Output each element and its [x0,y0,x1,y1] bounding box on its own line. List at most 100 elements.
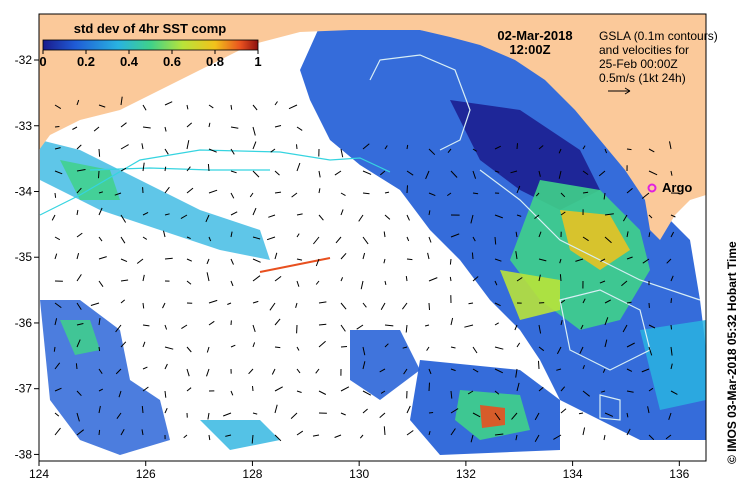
velocity-arrow [76,302,82,310]
velocity-arrow [598,170,606,177]
velocity-arrow [648,387,654,392]
velocity-arrow [252,126,256,136]
velocity-arrow [206,272,210,282]
velocity-arrow [515,251,518,260]
velocity-arrow [120,167,127,172]
velocity-arrow [535,192,540,197]
velocity-arrow [274,252,278,260]
velocity-arrow [98,170,100,179]
velocity-arrow [207,163,210,172]
velocity-arrow [450,170,458,178]
velocity-arrow [296,144,298,150]
velocity-arrow [553,434,562,440]
velocity-arrow [472,412,481,418]
velocity-arrow [362,346,366,356]
velocity-arrow [538,386,544,392]
gsla-line-3: 25-Feb 00:00Z [599,57,678,71]
velocity-arrow [362,390,372,396]
velocity-arrow [494,322,499,326]
velocity-arrow [604,339,608,348]
gsla-line-1: GSLA (0.1m contours) [599,29,718,43]
x-axis: 124 126 128 130 132 134 136 [29,461,690,481]
velocity-arrow [362,236,369,245]
velocity-arrow [406,258,413,261]
velocity-arrow [76,252,80,260]
velocity-arrow [142,366,148,370]
velocity-arrow [93,126,100,132]
velocity-arrow [621,280,628,287]
x-tick-label: 130 [349,467,369,481]
velocity-arrow [516,277,523,282]
velocity-arrow [604,317,609,326]
velocity-arrow [340,148,344,158]
velocity-arrow [54,412,60,417]
velocity-arrow [472,170,477,179]
velocity-arrow [296,258,303,261]
velocity-arrow [626,428,631,436]
velocity-arrow [296,346,300,351]
velocity-arrow [98,280,104,287]
colorbar-tick-label: 1 [254,54,261,69]
velocity-arrow [560,408,567,414]
velocity-arrow [76,274,82,282]
velocity-arrow [334,170,342,176]
y-tick-label: -37 [15,382,33,396]
velocity-arrow [340,209,344,216]
velocity-arrow [556,368,562,371]
velocity-arrow [271,368,276,375]
velocity-arrow [626,256,633,260]
velocity-arrow [142,126,151,129]
velocity-arrow [602,368,606,373]
velocity-arrow [54,318,58,326]
velocity-arrow [428,412,434,414]
velocity-arrow [534,434,540,442]
velocity-arrow [53,346,56,352]
velocity-arrow [450,390,453,399]
velocity-arrow [510,170,518,174]
velocity-arrow [54,302,62,309]
velocity-arrow [252,324,256,333]
velocity-arrow [164,257,173,260]
velocity-arrow [380,390,386,394]
velocity-arrow [626,301,632,304]
velocity-arrow [230,192,235,199]
velocity-arrow [54,387,62,392]
velocity-arrow [252,300,259,304]
velocity-arrow [274,386,283,392]
velocity-arrow [120,122,127,128]
velocity-arrow [362,143,370,150]
velocity-arrow [384,324,394,327]
velocity-arrow [208,299,218,304]
velocity-arrow [603,192,606,200]
velocity-arrow [98,191,104,194]
velocity-arrow [186,166,191,172]
velocity-arrow [450,346,456,349]
velocity-arrow [534,214,540,219]
velocity-arrow [186,346,192,353]
velocity-arrow [670,231,675,238]
y-tick-label: -34 [15,184,33,198]
velocity-arrow [340,252,347,260]
velocity-arrow [464,324,474,328]
velocity-arrow [472,148,477,152]
argo-marker-icon [647,183,657,193]
velocity-arrow [582,191,589,194]
velocity-arrow [340,324,346,332]
velocity-arrow [266,236,276,241]
velocity-arrow [51,214,56,221]
velocity-arrow [208,104,214,109]
x-tick-label: 132 [456,467,476,481]
velocity-arrow [296,430,304,436]
x-tick-label: 128 [242,467,262,481]
velocity-arrow [288,104,298,110]
velocity-arrow [626,188,633,194]
velocity-arrow [252,207,257,216]
velocity-arrow [252,275,261,282]
velocity-arrow [54,362,61,370]
velocity-arrow [494,236,497,245]
y-tick-label: -33 [15,119,33,133]
velocity-arrow [315,280,320,285]
velocity-arrow [230,231,233,238]
velocity-arrow [648,346,653,356]
velocity-arrow [274,170,280,176]
